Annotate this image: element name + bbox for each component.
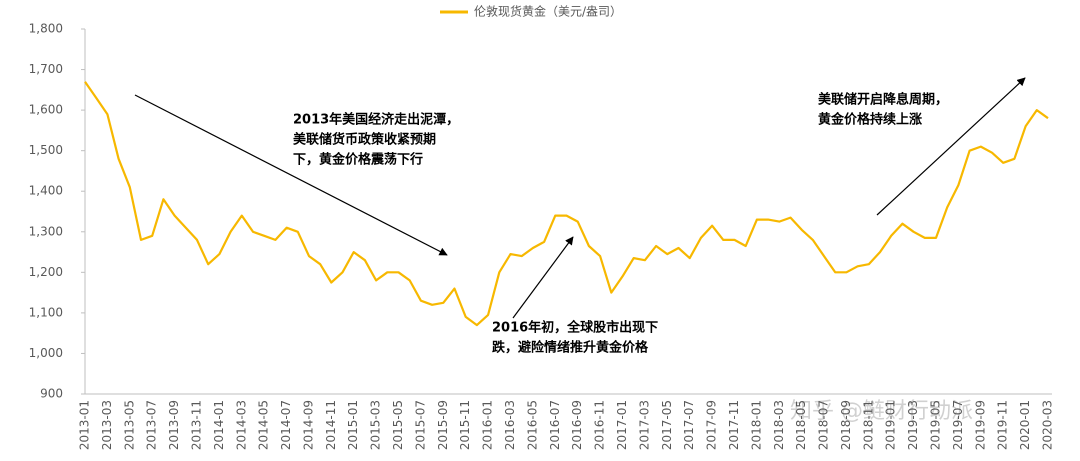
x-tick-label: 2017-09: [705, 400, 719, 450]
x-tick-label: 2018-11: [861, 400, 875, 450]
x-tick-label: 2019-01: [884, 400, 898, 450]
x-tick-label: 2019-11: [996, 400, 1010, 450]
x-tick-label: 2018-07: [817, 400, 831, 450]
annotation: 2016年初，全球股市出现下: [492, 320, 658, 336]
x-tick-label: 2016-07: [548, 400, 562, 450]
x-tick-label: 2013-05: [122, 400, 136, 450]
x-tick-label: 2015-03: [369, 400, 383, 450]
x-tick-label: 2019-03: [906, 400, 920, 450]
x-tick-label: 2018-03: [772, 400, 786, 450]
x-tick-label: 2013-07: [145, 400, 159, 450]
x-tick-label: 2014-09: [301, 400, 315, 450]
y-tick-label: 1,600: [29, 103, 63, 117]
x-tick-label: 2014-03: [234, 400, 248, 450]
watermark: 知乎 @鲢财行动派: [790, 399, 973, 424]
x-tick-label: 2016-11: [593, 400, 607, 450]
x-tick-label: 2017-05: [660, 400, 674, 450]
x-tick-label: 2015-05: [391, 400, 405, 450]
y-tick-label: 1,800: [29, 22, 63, 36]
y-tick-label: 1,200: [29, 265, 63, 279]
annotation: 跌，避险情绪推升黄金价格: [492, 340, 649, 356]
x-tick-label: 2013-11: [189, 400, 203, 450]
x-tick-label: 2016-09: [570, 400, 584, 450]
x-tick-label: 2016-03: [503, 400, 517, 450]
annotation: 美联储开启降息周期，: [818, 92, 948, 108]
x-tick-label: 2014-11: [324, 400, 338, 450]
arrow: [512, 236, 574, 319]
y-tick-label: 1,100: [29, 305, 63, 319]
x-tick-label: 2019-07: [951, 400, 965, 450]
arrow: [876, 77, 1026, 216]
y-tick-label: 1,700: [29, 62, 63, 76]
x-tick-label: 2019-09: [973, 400, 987, 450]
annotation: 黄金价格持续上涨: [818, 112, 922, 128]
annotation: 下，黄金价格震荡下行: [293, 152, 423, 168]
arrow: [134, 94, 448, 256]
x-tick-label: 2015-11: [458, 400, 472, 450]
x-tick-label: 2015-09: [436, 400, 450, 450]
x-tick-label: 2013-09: [167, 400, 181, 450]
y-tick-label: 1,300: [29, 224, 63, 238]
x-tick-label: 2016-01: [481, 400, 495, 450]
x-tick-label: 2020-01: [1018, 400, 1032, 450]
x-tick-label: 2017-01: [615, 400, 629, 450]
legend-label: 伦敦现货黄金（美元/盎司）: [474, 4, 622, 19]
x-tick-label: 2018-05: [794, 400, 808, 450]
x-tick-label: 2015-07: [413, 400, 427, 450]
x-tick-label: 2015-01: [346, 400, 360, 450]
x-tick-label: 2018-09: [839, 400, 853, 450]
x-tick-label: 2017-03: [637, 400, 651, 450]
x-tick-label: 2013-01: [78, 400, 92, 450]
annotation: 2013年美国经济走出泥潭，: [293, 112, 459, 128]
x-tick-label: 2018-01: [749, 400, 763, 450]
x-tick-label: 2013-03: [100, 400, 114, 450]
y-tick-label: 1,500: [29, 143, 63, 157]
y-tick-label: 1,400: [29, 184, 63, 198]
x-tick-label: 2016-05: [525, 400, 539, 450]
x-tick-label: 2014-01: [212, 400, 226, 450]
x-tick-label: 2020-03: [1041, 400, 1055, 450]
x-tick-label: 2014-07: [279, 400, 293, 450]
x-tick-label: 2017-11: [727, 400, 741, 450]
price-line: [84, 81, 1049, 327]
y-tick-label: 1,000: [29, 346, 63, 360]
x-tick-label: 2014-05: [257, 400, 271, 450]
y-tick-label: 900: [40, 387, 63, 401]
x-tick-label: 2017-07: [682, 400, 696, 450]
x-tick-label: 2019-05: [929, 400, 943, 450]
annotation: 美联储货币政策收紧预期: [293, 132, 436, 148]
